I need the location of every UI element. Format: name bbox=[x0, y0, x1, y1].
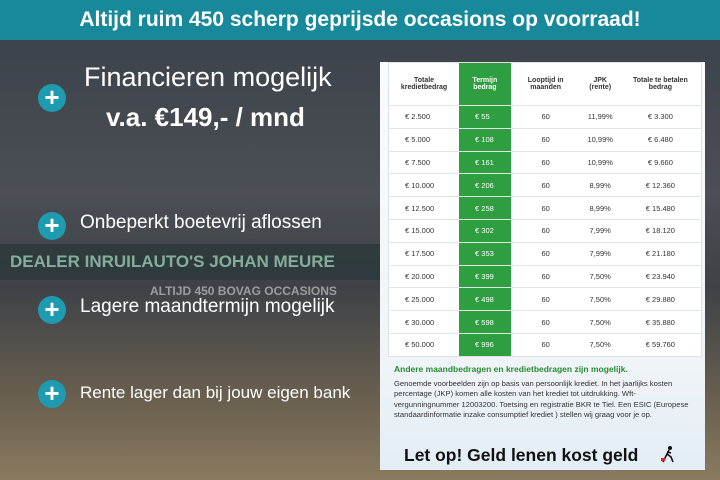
table-row: € 17.500 € 353 60 7,99% € 21.180 bbox=[388, 241, 702, 266]
table-cell: € 10.000 bbox=[388, 173, 460, 197]
price: v.a. €149,- / mnd bbox=[106, 102, 305, 132]
column-header: Totale te betalen bedrag bbox=[633, 77, 688, 91]
table-cell: 60 bbox=[510, 196, 581, 220]
table-cell: € 15.000 bbox=[388, 218, 460, 243]
table-cell: 60 bbox=[510, 173, 581, 197]
highlight-note: Andere maandbedragen en kredietbedragen … bbox=[394, 364, 628, 374]
table-cell: € 206 bbox=[459, 173, 511, 197]
table-cell: € 108 bbox=[459, 127, 511, 152]
table-cell: € 9.660 bbox=[619, 150, 702, 174]
table-cell: € 258 bbox=[459, 196, 511, 220]
table-row: € 7.500 € 161 60 10,99% € 9.660 bbox=[388, 150, 702, 174]
table-cell: € 18.120 bbox=[619, 218, 702, 243]
table-cell: 60 bbox=[510, 241, 581, 266]
table-cell: € 29.880 bbox=[619, 287, 702, 311]
table-cell: € 20.000 bbox=[388, 264, 460, 288]
table-cell: 60 bbox=[510, 127, 581, 152]
table-cell: 8,99% bbox=[580, 173, 620, 197]
table-cell: € 23.940 bbox=[619, 264, 702, 288]
table-cell: € 50.000 bbox=[388, 332, 460, 357]
table-row: € 25.000 € 498 60 7,50% € 29.880 bbox=[388, 287, 702, 311]
table-cell: € 35.880 bbox=[619, 310, 702, 334]
table-cell: 60 bbox=[510, 332, 581, 357]
finance-table: Totale kredietbedrag Termijn bedrag Loopti… bbox=[388, 62, 702, 357]
table-cell: € 2.500 bbox=[388, 105, 460, 129]
table-cell: 11,99% bbox=[580, 105, 620, 129]
table-row: € 2.500 € 55 60 11,99% € 3.300 bbox=[388, 105, 702, 129]
table-cell: € 17.500 bbox=[388, 241, 460, 266]
table-cell: 7,50% bbox=[580, 332, 620, 357]
table-cell: € 5.000 bbox=[388, 127, 460, 152]
plus-icon: + bbox=[38, 380, 66, 408]
warning: Let op! Geld lenen kost geld bbox=[404, 445, 639, 465]
column-header: Termijn bedrag bbox=[459, 62, 511, 106]
table-cell: € 6.480 bbox=[619, 127, 702, 152]
table-cell: 60 bbox=[510, 310, 581, 334]
plus-icon: + bbox=[38, 212, 66, 240]
table-cell: € 55 bbox=[459, 105, 511, 129]
table-cell: 7,50% bbox=[580, 264, 620, 288]
table-cell: 60 bbox=[510, 287, 581, 311]
table-cell: 60 bbox=[510, 218, 581, 243]
table-cell: 7,99% bbox=[580, 241, 620, 266]
table-cell: € 598 bbox=[459, 310, 511, 334]
table-cell: € 21.180 bbox=[619, 241, 702, 266]
table-cell: 10,99% bbox=[580, 127, 620, 152]
table-row: € 20.000 € 399 60 7,50% € 23.940 bbox=[388, 264, 702, 288]
column-header: Looptijd in maanden bbox=[527, 77, 564, 91]
table-cell: € 498 bbox=[459, 287, 511, 311]
table-cell: € 353 bbox=[459, 241, 511, 266]
table-cell: € 3.300 bbox=[619, 105, 702, 129]
column-header: Totale kredietbedrag bbox=[400, 77, 448, 91]
table-cell: 60 bbox=[510, 264, 581, 288]
table-row: € 10.000 € 206 60 8,99% € 12.360 bbox=[388, 173, 702, 197]
table-cell: 60 bbox=[510, 150, 581, 174]
table-row: € 50.000 € 996 60 7,50% € 59.760 bbox=[388, 332, 702, 357]
table-row: € 30.000 € 598 60 7,50% € 35.880 bbox=[388, 310, 702, 334]
finance-panel: Totale kredietbedrag Termijn bedrag Loopti… bbox=[380, 62, 705, 470]
table-cell: € 996 bbox=[459, 332, 511, 357]
dealer-sign-sub: ALTIJD 450 BOVAG OCCASIONS bbox=[150, 284, 337, 298]
table-cell: 8,99% bbox=[580, 196, 620, 220]
dealer-sign: DEALER INRUILAUTO'S JOHAN MEURE bbox=[0, 244, 400, 280]
table-cell: 10,99% bbox=[580, 150, 620, 174]
table-cell: € 30.000 bbox=[388, 310, 460, 334]
disclaimer: Genoemde voorbeelden zijn op basis van p… bbox=[394, 379, 689, 420]
table-cell: € 302 bbox=[459, 218, 511, 243]
benefit: Rente lager dan bij jouw eigen bank bbox=[80, 383, 351, 402]
banner-title: Altijd ruim 450 scherp geprijsde occasio… bbox=[0, 0, 720, 40]
table-cell: € 399 bbox=[459, 264, 511, 288]
warning-icon bbox=[661, 446, 674, 463]
table-cell: € 161 bbox=[459, 150, 511, 174]
table-cell: € 59.760 bbox=[619, 332, 702, 357]
table-cell: € 25.000 bbox=[388, 287, 460, 311]
benefit: Lagere maandtermijn mogelijk bbox=[80, 296, 335, 317]
table-cell: 7,50% bbox=[580, 310, 620, 334]
table-row: € 15.000 € 302 60 7,99% € 18.120 bbox=[388, 218, 702, 243]
plus-icon: + bbox=[38, 296, 66, 324]
headline: Financieren mogelijk bbox=[84, 62, 332, 92]
table-row: € 12.500 € 258 60 8,99% € 15.480 bbox=[388, 196, 702, 220]
table-cell: € 15.480 bbox=[619, 196, 702, 220]
table-cell: 60 bbox=[510, 105, 581, 129]
table-cell: € 12.360 bbox=[619, 173, 702, 197]
table-cell: € 7.500 bbox=[388, 150, 460, 174]
table-cell: € 12.500 bbox=[388, 196, 460, 220]
table-cell: 7,99% bbox=[580, 218, 620, 243]
benefit: Onbeperkt boetevrij aflossen bbox=[80, 212, 322, 233]
plus-icon: + bbox=[38, 84, 66, 112]
table-cell: 7,50% bbox=[580, 287, 620, 311]
table-row: € 5.000 € 108 60 10,99% € 6.480 bbox=[388, 127, 702, 152]
column-header: JPK (rente) bbox=[589, 77, 612, 91]
